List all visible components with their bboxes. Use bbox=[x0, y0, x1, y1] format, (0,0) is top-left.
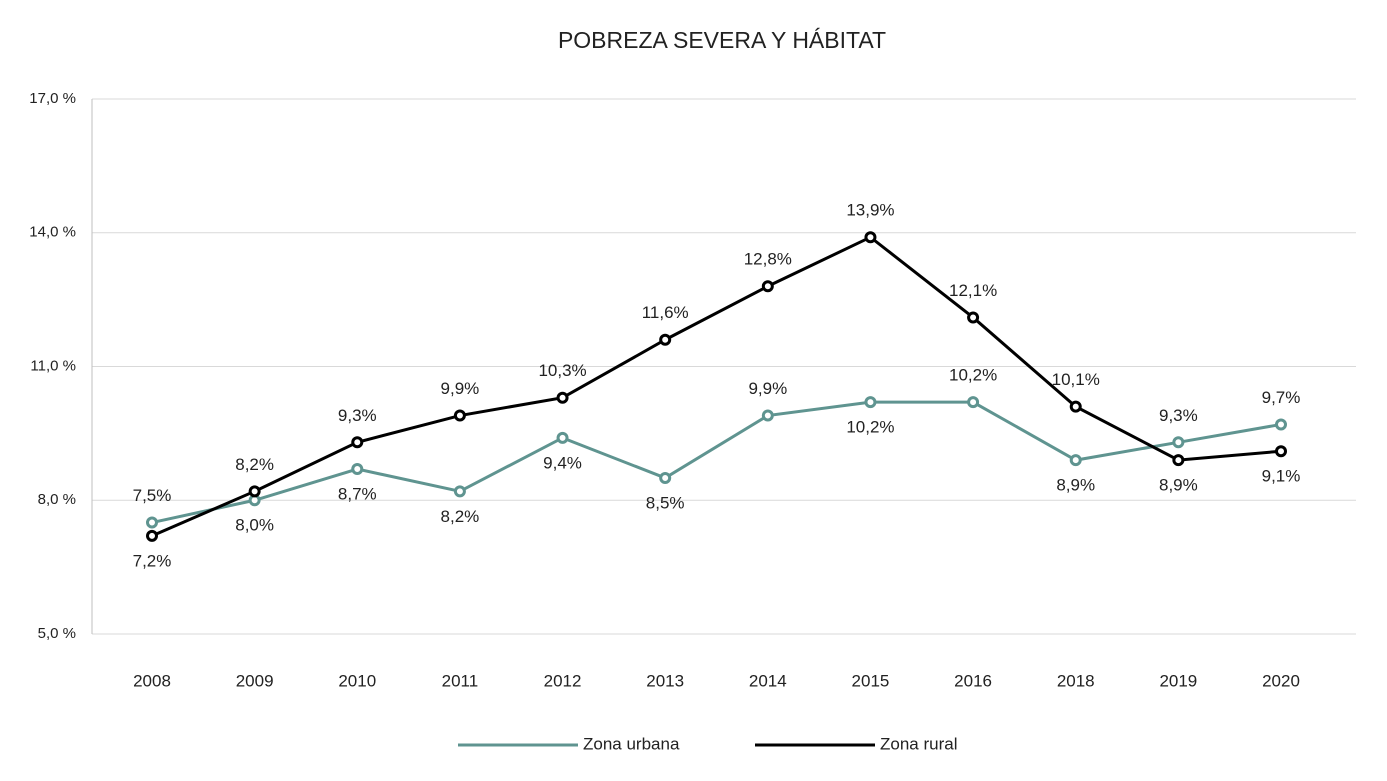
data-point bbox=[351, 463, 364, 476]
data-label: 8,9% bbox=[1159, 476, 1198, 495]
data-label: 12,8% bbox=[744, 250, 792, 269]
data-label: 8,5% bbox=[646, 493, 685, 512]
data-point bbox=[967, 396, 980, 409]
data-point bbox=[556, 431, 569, 444]
x-tick-label: 2018 bbox=[1057, 671, 1095, 690]
data-point bbox=[1172, 454, 1185, 467]
data-label: 9,1% bbox=[1262, 467, 1301, 486]
data-label: 11,6% bbox=[642, 303, 689, 322]
data-point bbox=[1275, 445, 1287, 458]
data-point bbox=[1172, 436, 1185, 449]
y-tick-label: 11,0 % bbox=[30, 357, 76, 374]
data-label: 8,2% bbox=[441, 507, 480, 526]
data-label: 10,2% bbox=[949, 366, 997, 385]
y-tick-label: 14,0 % bbox=[29, 224, 76, 241]
x-tick-label: 2020 bbox=[1262, 671, 1300, 690]
x-tick-label: 2016 bbox=[954, 671, 992, 690]
series-line bbox=[151, 235, 1282, 538]
data-label: 10,1% bbox=[1052, 370, 1100, 389]
data-point bbox=[556, 391, 569, 404]
x-tick-label: 2009 bbox=[236, 671, 274, 690]
x-tick-label: 2019 bbox=[1159, 671, 1197, 690]
data-point bbox=[248, 485, 261, 498]
x-tick-label: 2012 bbox=[544, 671, 582, 690]
y-tick-label: 5,0 % bbox=[38, 625, 76, 642]
data-label: 7,2% bbox=[133, 551, 172, 570]
data-label: 8,0% bbox=[235, 516, 274, 535]
data-label: 9,4% bbox=[543, 453, 582, 472]
data-point bbox=[453, 485, 466, 498]
data-label: 10,3% bbox=[538, 361, 586, 380]
x-tick-label: 2015 bbox=[852, 671, 890, 690]
x-tick-label: 2014 bbox=[749, 671, 787, 690]
series-line bbox=[151, 400, 1282, 525]
data-label: 9,9% bbox=[748, 379, 787, 398]
x-tick-label: 2010 bbox=[338, 671, 376, 690]
x-tick-label: 2013 bbox=[646, 671, 684, 690]
data-point bbox=[864, 231, 877, 244]
legend-label: Zona rural bbox=[880, 734, 957, 753]
data-point bbox=[761, 409, 774, 422]
data-point bbox=[864, 396, 877, 409]
x-tick-label: 2011 bbox=[442, 671, 479, 690]
data-point bbox=[1069, 400, 1082, 413]
data-label: 10,2% bbox=[846, 418, 894, 437]
data-point bbox=[1275, 418, 1287, 431]
y-tick-label: 17,0 % bbox=[29, 90, 76, 107]
data-point bbox=[351, 436, 364, 449]
data-label: 7,5% bbox=[133, 486, 172, 505]
chart-title: POBREZA SEVERA Y HÁBITAT bbox=[558, 27, 886, 53]
data-label: 13,9% bbox=[846, 201, 894, 220]
data-label: 12,1% bbox=[949, 281, 997, 300]
data-point bbox=[146, 516, 158, 529]
data-point bbox=[659, 471, 672, 484]
data-label: 8,7% bbox=[338, 485, 377, 504]
data-label: 8,9% bbox=[1056, 476, 1095, 495]
data-point bbox=[659, 333, 672, 346]
data-point bbox=[1069, 454, 1082, 467]
y-tick-label: 8,0 % bbox=[38, 491, 76, 508]
x-tick-label: 2008 bbox=[133, 671, 171, 690]
data-label: 9,3% bbox=[338, 406, 377, 425]
data-label: 8,2% bbox=[235, 455, 274, 474]
data-label: 9,7% bbox=[1262, 388, 1301, 407]
data-point bbox=[453, 409, 466, 422]
legend-label: Zona urbana bbox=[583, 734, 680, 753]
data-point bbox=[967, 311, 980, 324]
data-label: 9,9% bbox=[441, 379, 480, 398]
data-point bbox=[146, 529, 158, 542]
data-point bbox=[761, 280, 774, 293]
data-label: 9,3% bbox=[1159, 406, 1198, 425]
